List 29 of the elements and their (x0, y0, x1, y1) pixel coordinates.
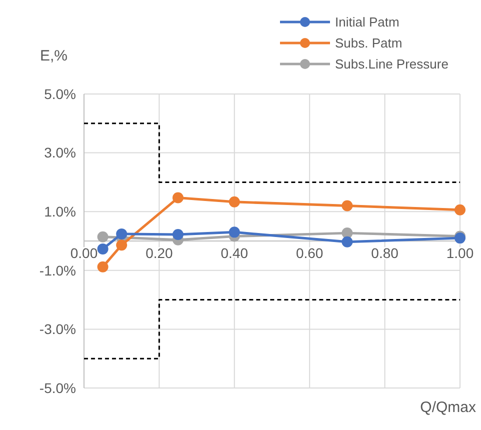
point (342, 200, 353, 212)
point (97, 231, 108, 242)
x-tick-label: 0.60 (296, 245, 324, 262)
x-tick-label: 0.80 (371, 245, 399, 262)
point (116, 228, 128, 240)
x-tick-label: 0.00 (70, 245, 98, 262)
legend-label: Subs.Line Pressure (335, 56, 448, 72)
legend-label: Subs. Patm (335, 36, 402, 51)
x-axis-title: Q/Qmax (420, 399, 476, 416)
y-tick-label: 5.0% (44, 86, 76, 102)
y-axis-title: E,% (40, 47, 68, 64)
y-tick-label: -3.0% (39, 321, 76, 338)
point (116, 240, 128, 251)
y-tick-label: 1.0% (44, 204, 76, 220)
x-tick-label: 1.00 (446, 245, 474, 262)
y-tick-label: -5.0% (39, 380, 76, 396)
point (454, 204, 466, 216)
x-tick-label: 0.40 (220, 245, 248, 262)
legend-label: Initial Patm (335, 14, 400, 30)
point (342, 236, 353, 248)
point (228, 196, 240, 208)
point (172, 192, 184, 204)
x-tick-label: 0.20 (146, 245, 174, 262)
point (228, 226, 240, 238)
point (172, 229, 184, 240)
y-tick-label: 3.0% (44, 144, 76, 161)
point (97, 261, 108, 272)
point (97, 243, 108, 254)
y-tick-label: -1.0% (39, 262, 76, 278)
